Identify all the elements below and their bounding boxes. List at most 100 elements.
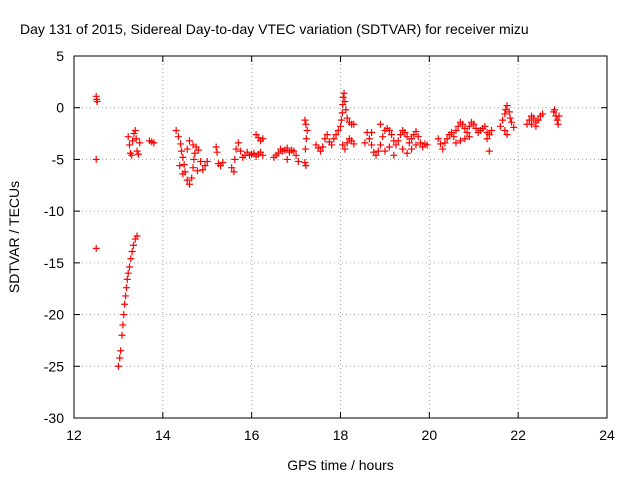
series-cluster-21-7: [496, 102, 518, 139]
data-point: [231, 155, 239, 163]
data-point: [412, 141, 420, 149]
data-point: [403, 149, 411, 157]
data-point: [368, 129, 376, 137]
data-point: [441, 139, 449, 147]
data-point: [555, 112, 563, 120]
data-point: [483, 135, 491, 143]
data-point: [194, 146, 202, 154]
data-point: [174, 133, 182, 141]
series-cluster-17-5-18-3: [312, 89, 358, 155]
data-point: [130, 241, 138, 249]
data-point: [503, 131, 511, 139]
data-point: [385, 143, 393, 151]
data-point: [450, 133, 458, 141]
data-point: [150, 139, 158, 147]
data-point: [485, 147, 493, 155]
data-point: [452, 126, 460, 134]
data-point: [131, 126, 139, 134]
y-tick-label: -15: [44, 255, 64, 271]
data-point: [341, 145, 349, 153]
grid-lines: [74, 56, 607, 418]
data-point: [259, 135, 267, 143]
data-point: [392, 141, 400, 149]
data-point: [92, 155, 100, 163]
data-point: [193, 167, 201, 175]
data-point: [93, 98, 101, 106]
data-point: [530, 114, 538, 122]
data-point: [365, 135, 373, 143]
series-cluster-13: [124, 126, 144, 159]
data-point: [372, 151, 380, 159]
series-cluster-17: [301, 116, 311, 170]
data-point: [179, 170, 187, 178]
data-point: [414, 133, 422, 141]
data-point: [197, 157, 205, 165]
y-tick-label: 0: [56, 100, 64, 116]
y-tick-label: -25: [44, 358, 64, 374]
series-early-isolated: [92, 92, 101, 252]
data-point: [234, 139, 242, 147]
data-point: [334, 126, 342, 134]
data-point: [332, 131, 340, 139]
data-point: [183, 176, 191, 184]
y-axis-label: SDTVAR / TECUs: [6, 181, 22, 293]
data-point: [116, 354, 124, 362]
data-point: [134, 150, 142, 158]
data-point: [123, 275, 131, 283]
x-tick-label: 20: [422, 427, 438, 443]
data-point: [499, 116, 507, 124]
data-point: [274, 149, 282, 157]
data-point: [388, 131, 396, 139]
data-point: [459, 120, 467, 128]
data-point: [133, 147, 141, 155]
data-point: [319, 143, 327, 151]
data-point: [185, 137, 193, 145]
data-point: [189, 141, 197, 149]
data-point: [338, 109, 346, 117]
data-point: [230, 168, 238, 176]
data-point: [301, 116, 309, 124]
data-point: [408, 145, 416, 153]
data-point: [124, 133, 132, 141]
data-point: [201, 162, 209, 170]
data-point: [456, 137, 464, 145]
data-point: [470, 120, 478, 128]
data-point: [189, 164, 197, 172]
data-point: [302, 120, 310, 128]
data-point: [488, 126, 496, 134]
data-point: [130, 130, 138, 138]
data-point: [339, 141, 347, 149]
data-point: [485, 131, 493, 139]
data-point: [448, 129, 456, 137]
data-point: [553, 116, 561, 124]
y-tick-label: 5: [56, 48, 64, 64]
data-point: [443, 135, 451, 143]
data-point: [92, 244, 100, 252]
x-tick-label: 16: [244, 427, 260, 443]
data-point: [283, 144, 291, 152]
y-tick-label: -30: [44, 410, 64, 426]
data-point: [232, 145, 240, 153]
data-point: [302, 135, 310, 143]
x-tick-label: 22: [510, 427, 526, 443]
data-point: [481, 122, 489, 130]
data-point: [191, 149, 199, 157]
data-point: [343, 139, 351, 147]
data-point: [396, 131, 404, 139]
data-point: [408, 135, 416, 143]
series-cluster-15: [212, 143, 227, 170]
series-cluster-14-15: [172, 126, 211, 188]
series-steep-rise: [114, 232, 141, 370]
data-point: [190, 155, 198, 163]
data-point: [176, 162, 184, 170]
data-point: [376, 120, 384, 128]
data-point: [121, 300, 129, 308]
data-point: [434, 135, 442, 143]
data-point: [188, 174, 196, 182]
data-point: [179, 153, 187, 161]
x-tick-labels: 12 14 16 18 20 22 24: [66, 427, 615, 443]
data-point: [452, 139, 460, 147]
data-point: [337, 116, 345, 124]
data-point: [465, 133, 473, 141]
